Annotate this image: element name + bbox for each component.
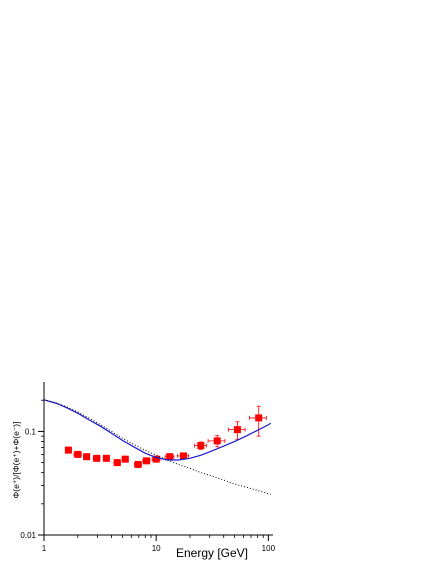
square-marker bbox=[134, 460, 142, 468]
square-marker bbox=[113, 459, 121, 467]
square-marker bbox=[143, 457, 151, 465]
data-point bbox=[73, 450, 82, 458]
data-point bbox=[92, 454, 101, 462]
x-tick-label: 100 bbox=[262, 544, 276, 553]
square-marker bbox=[83, 453, 91, 461]
y-axis-label: Φ(e⁺)/[Φ(e⁺)+Φ(e⁻)] bbox=[11, 421, 21, 498]
square-marker bbox=[179, 452, 187, 460]
data-point bbox=[194, 441, 207, 450]
axes-layer: 1 10 100 0.01 0.1 bbox=[20, 382, 276, 553]
dotted-curve bbox=[44, 399, 271, 495]
series-layer bbox=[44, 399, 272, 495]
x-tick-label: 10 bbox=[152, 544, 161, 553]
square-marker bbox=[152, 455, 160, 463]
data-point bbox=[83, 453, 91, 461]
y-tick-label: 0.01 bbox=[20, 531, 36, 540]
square-marker bbox=[255, 414, 263, 422]
square-marker bbox=[213, 437, 221, 445]
data-point bbox=[164, 453, 175, 461]
square-marker bbox=[93, 454, 101, 462]
solid-curve bbox=[44, 399, 272, 461]
x-axis-label: Energy [GeV] bbox=[176, 546, 248, 560]
data-point bbox=[142, 457, 151, 465]
square-marker bbox=[166, 453, 174, 461]
data-point bbox=[227, 421, 246, 440]
square-marker bbox=[64, 446, 72, 454]
data-point bbox=[134, 460, 142, 468]
data-point bbox=[249, 405, 267, 437]
x-tick-label: 1 bbox=[42, 544, 47, 553]
y-tick-label: 0.1 bbox=[25, 427, 37, 436]
data-point bbox=[64, 446, 72, 454]
data-point bbox=[121, 455, 129, 463]
square-marker bbox=[102, 454, 110, 462]
square-marker bbox=[74, 450, 82, 458]
data-point bbox=[102, 454, 110, 462]
square-marker bbox=[121, 455, 129, 463]
square-marker bbox=[233, 426, 241, 434]
data-point bbox=[113, 459, 121, 467]
data-point bbox=[207, 435, 226, 448]
square-marker bbox=[197, 442, 205, 450]
